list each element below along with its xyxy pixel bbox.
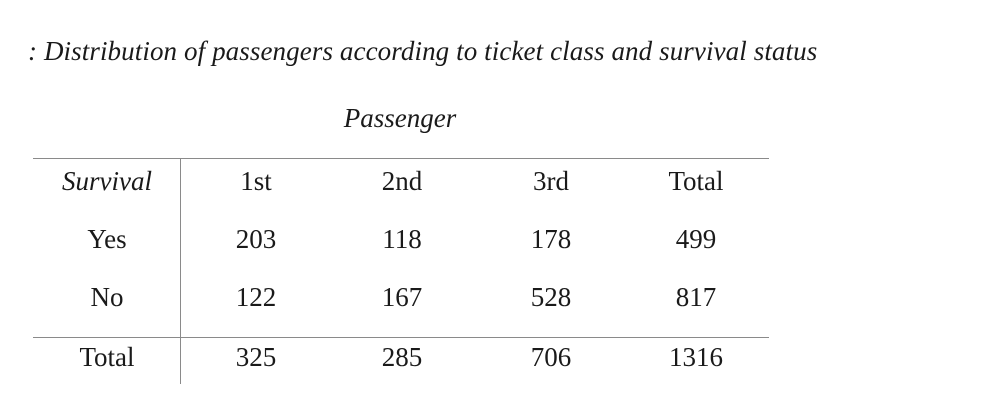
row-header-cell: Survival: [62, 166, 152, 196]
table-cell: 285: [381, 342, 423, 372]
table-caption: : Distribution of passengers according t…: [28, 36, 818, 66]
table-cell: 167: [381, 282, 423, 312]
row-label-yes: Yes: [87, 224, 127, 254]
table-cell: 528: [530, 282, 572, 312]
total-rule: [33, 337, 769, 338]
column-header-2nd: 2nd: [381, 166, 423, 196]
column-group-header: Passenger: [343, 103, 457, 133]
column-header-3rd: 3rd: [533, 166, 569, 196]
table-cell: 203: [235, 224, 277, 254]
stub-divider: [180, 158, 181, 384]
row-label-no: No: [90, 282, 124, 312]
table-cell: 178: [530, 224, 572, 254]
table-cell: 817: [675, 282, 717, 312]
table-cell: 325: [235, 342, 277, 372]
row-label-total: Total: [79, 342, 135, 372]
table-cell: 122: [235, 282, 277, 312]
table-cell: 1316: [669, 342, 723, 372]
table-cell: 706: [530, 342, 572, 372]
top-rule: [33, 158, 769, 159]
column-header-1st: 1st: [240, 166, 272, 196]
column-header-total: Total: [668, 166, 724, 196]
table-cell: 499: [675, 224, 717, 254]
table-cell: 118: [382, 224, 422, 254]
